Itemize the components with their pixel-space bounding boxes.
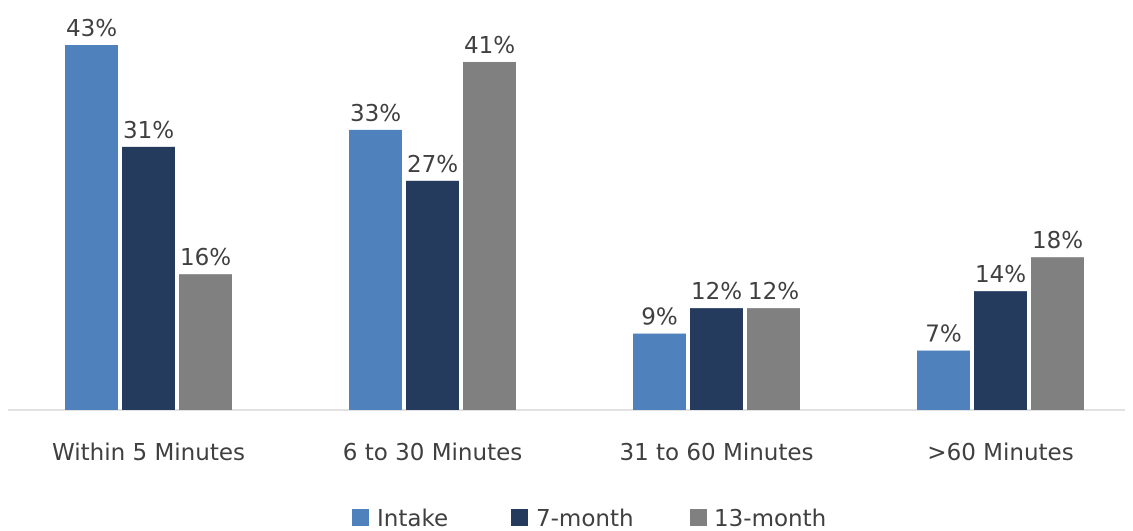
data-label-60-minutes-13-month: 18%	[1032, 228, 1083, 254]
category-labels-group: Within 5 Minutes 6 to 30 Minutes 31 to 60 …	[52, 440, 1074, 466]
legend-label-13-month: 13-month	[714, 506, 826, 531]
legend-item-intake: Intake	[352, 506, 448, 531]
bar-31-to-60-minutes-intake	[633, 333, 686, 410]
data-label-within-5-minutes-13-month: 16%	[180, 245, 231, 271]
bar-6-to-30-minutes-7-month	[406, 180, 459, 410]
data-label-6-to-30-minutes-13-month: 41%	[464, 33, 515, 59]
data-label-within-5-minutes-intake: 43%	[66, 16, 117, 42]
bar-60-minutes-7-month	[974, 291, 1027, 410]
category-label-within-5-minutes: Within 5 Minutes	[52, 440, 245, 466]
bar-6-to-30-minutes-13-month	[463, 61, 516, 410]
data-label-within-5-minutes-7-month: 31%	[123, 118, 174, 144]
data-labels-group: 43% 31% 16% 33%27% 41% 9% 12% 12% 7% 14%18%	[66, 16, 1083, 348]
data-label-60-minutes-intake: 7%	[925, 322, 962, 348]
bar-within-5-minutes-intake	[65, 45, 118, 410]
legend-swatch-7-month	[511, 509, 528, 526]
data-label-31-to-60-minutes-13-month: 12%	[748, 279, 799, 305]
bar-6-to-30-minutes-intake	[349, 129, 402, 410]
bar-within-5-minutes-13-month	[179, 274, 232, 410]
data-label-31-to-60-minutes-7-month: 12%	[691, 279, 742, 305]
bar-31-to-60-minutes-13-month	[747, 308, 800, 410]
legend-item-13-month: 13-month	[690, 506, 826, 531]
category-label-31-to-60-minutes: 31 to 60 Minutes	[619, 440, 813, 466]
bar-60-minutes-intake	[917, 350, 970, 410]
category-label-60-minutes: >60 Minutes	[927, 440, 1073, 466]
legend-label-intake: Intake	[377, 506, 448, 531]
category-label-6-to-30-minutes: 6 to 30 Minutes	[343, 440, 522, 466]
legend-swatch-intake	[352, 509, 369, 526]
bar-within-5-minutes-7-month	[122, 146, 175, 410]
data-label-6-to-30-minutes-7-month: 27%	[407, 152, 458, 178]
legend-swatch-13-month	[690, 509, 707, 526]
data-label-6-to-30-minutes-intake: 33%	[350, 101, 401, 127]
data-label-60-minutes-7-month: 14%	[975, 262, 1026, 288]
bar-60-minutes-13-month	[1031, 257, 1084, 410]
legend-label-7-month: 7-month	[536, 506, 634, 531]
data-label-31-to-60-minutes-intake: 9%	[641, 305, 678, 331]
legend: Intake 7-month 13-month	[352, 506, 826, 531]
bar-31-to-60-minutes-7-month	[690, 308, 743, 410]
bars-group	[65, 45, 1084, 410]
legend-item-7-month: 7-month	[511, 506, 634, 531]
